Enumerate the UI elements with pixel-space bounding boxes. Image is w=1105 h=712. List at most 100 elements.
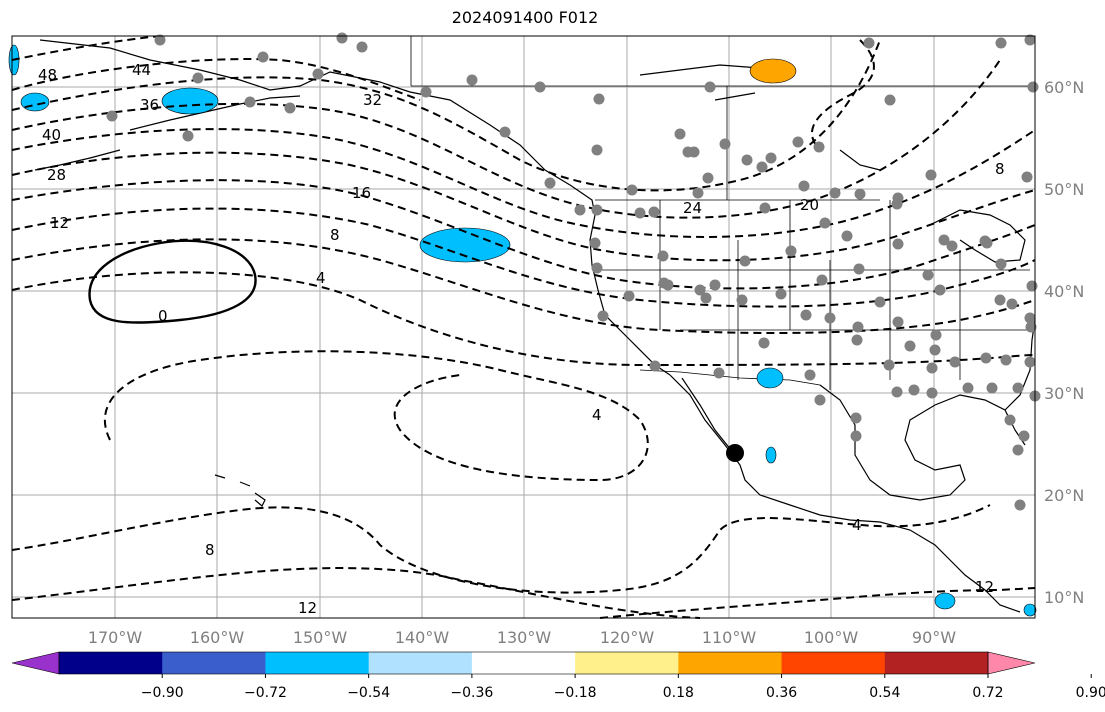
colorbar-tick-label: 0.90 (1076, 685, 1105, 701)
station-dot (850, 412, 862, 424)
colorbar-outline (58, 651, 989, 675)
station-dot (926, 362, 938, 374)
station-dot (824, 312, 836, 324)
station-dot (851, 334, 863, 346)
borders (410, 36, 1035, 390)
station-dot (853, 263, 865, 275)
station-dot (1012, 382, 1024, 394)
station-dot (800, 309, 812, 321)
contour-label: 12 (975, 578, 994, 596)
lon-label: 140°W (395, 628, 450, 647)
station-dot (792, 136, 804, 148)
station-dot (466, 74, 478, 86)
station-dot (775, 288, 787, 300)
contour-label: 36 (140, 96, 159, 114)
station-dot (891, 386, 903, 398)
station-dot (182, 130, 194, 142)
highlight-point (726, 444, 744, 462)
station-dot (1024, 312, 1036, 324)
station-dot (649, 360, 661, 372)
station-dot (981, 237, 993, 249)
station-dot (692, 187, 704, 199)
station-dot (1024, 34, 1036, 46)
station-dot (1000, 354, 1012, 366)
station-dot (589, 237, 601, 249)
station-dot (1027, 81, 1039, 93)
colorbar-tick-label: −0.90 (141, 685, 184, 701)
station-dot (995, 258, 1007, 270)
lat-label: 30°N (1044, 384, 1084, 403)
lat-label: 40°N (1044, 282, 1084, 301)
colorbar-tick-label: −0.54 (347, 685, 390, 701)
station-dot (688, 146, 700, 158)
station-dot (1025, 321, 1037, 333)
station-dot (719, 138, 731, 150)
station-dot (892, 192, 904, 204)
contour-label: 28 (47, 166, 66, 184)
contour-label: 12 (298, 599, 317, 617)
contour-label: 8 (995, 160, 1005, 178)
station-dot (798, 180, 810, 192)
station-dot (702, 172, 714, 184)
contour-label: 32 (363, 91, 382, 109)
station-dot (758, 337, 770, 349)
station-dot (574, 204, 586, 216)
station-dot (591, 144, 603, 156)
station-dot (922, 269, 934, 281)
station-dot (874, 296, 886, 308)
station-dot (704, 81, 716, 93)
colorbar-segment (162, 652, 266, 674)
contour-label: 20 (800, 196, 819, 214)
station-dot (192, 72, 204, 84)
contour-label: 48 (38, 66, 57, 84)
colorbar-ticks: −0.90 −0.72 −0.54 −0.36 −0.18 0.18 0.36 0.54 0.7… (141, 674, 1105, 701)
station-dot (946, 240, 958, 252)
contour-label: 24 (683, 199, 702, 217)
station-dot (356, 41, 368, 53)
station-dot (934, 284, 946, 296)
colorbar-segment (884, 652, 989, 674)
station-dot (284, 102, 296, 114)
station-dot (949, 356, 961, 368)
station-dot (1014, 499, 1026, 511)
station-dot (662, 279, 674, 291)
station-dot (814, 394, 826, 406)
contour-label: 4 (592, 406, 602, 424)
station-dot (850, 430, 862, 442)
colorbar-tick-label: 0.72 (972, 685, 1003, 701)
station-dot (739, 255, 751, 267)
shaded-regions (8, 44, 1037, 617)
lon-label: 120°W (600, 628, 655, 647)
contour-label: 16 (352, 184, 371, 202)
station-dot (883, 359, 895, 371)
station-dot (648, 206, 660, 218)
station-dot (700, 292, 712, 304)
contour-label: 4 (316, 269, 326, 287)
station-dot (1018, 430, 1030, 442)
colorbar-segment (781, 652, 886, 674)
contour-label: 4 (852, 516, 862, 534)
station-dot (813, 141, 825, 153)
lon-label: 110°W (702, 628, 757, 647)
map-frame (11, 35, 1036, 619)
station-dot (819, 217, 831, 229)
station-dot (1012, 444, 1024, 456)
station-dot (804, 369, 816, 381)
colorbar-tick-label: 0.54 (869, 685, 900, 701)
colorbar-segment (59, 652, 163, 674)
station-dot (908, 384, 920, 396)
station-dot (994, 294, 1006, 306)
station-dot (884, 94, 896, 106)
colorbar (11, 651, 1036, 675)
latitude-labels: 60°N 50°N 40°N 30°N 20°N 10°N (1044, 78, 1084, 607)
station-dot (736, 294, 748, 306)
station-dot (154, 34, 166, 46)
station-dot (1004, 414, 1016, 426)
station-dot (892, 238, 904, 250)
station-dot (765, 152, 777, 164)
contour-label: 44 (132, 61, 151, 79)
colorbar-tick-label: 0.18 (663, 685, 694, 701)
contour-label: 8 (205, 541, 215, 559)
colorbar-tick-label: −0.36 (450, 685, 493, 701)
